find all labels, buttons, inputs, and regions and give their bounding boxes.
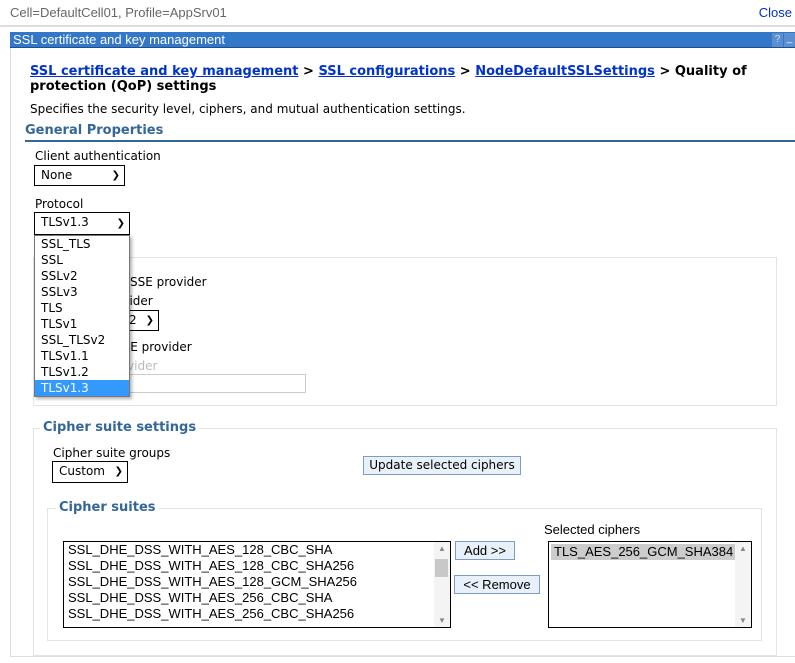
available-ciphers-list[interactable]: SSL_DHE_DSS_WITH_AES_128_CBC_SHA SSL_DHE_… [63, 541, 451, 628]
cipher-option[interactable]: SSL_DHE_DSS_WITH_AES_128_CBC_SHA256 [68, 558, 355, 573]
cipher-groups-select[interactable]: Custom ❯ [52, 461, 128, 483]
panel [10, 32, 795, 657]
page-title: Quality of protection (QoP) settings [30, 64, 747, 94]
cipher-option[interactable]: SSL_DHE_DSS_WITH_AES_128_CBC_SHA [68, 542, 333, 557]
scroll-down-icon[interactable]: ▼ [438, 616, 446, 625]
cipher-option[interactable]: SSL_DHE_DSS_WITH_AES_256_CBC_SHA [68, 590, 333, 605]
protocol-option[interactable]: TLS [41, 301, 63, 315]
panel-header: SSL certificate and key management ? _ [10, 32, 795, 48]
protocol-option[interactable]: TLSv1.3 [35, 380, 129, 396]
protocol-option[interactable]: TLSv1.1 [41, 349, 89, 363]
protocol-option[interactable]: TLSv1.2 [41, 365, 89, 379]
client-auth-value: None [41, 168, 73, 182]
protocol-option[interactable]: TLSv1 [41, 317, 78, 331]
breadcrumb-sep: > [455, 64, 476, 79]
selected-cipher-option[interactable]: TLS_AES_256_GCM_SHA384 [551, 544, 737, 560]
breadcrumb-ssl-config[interactable]: SSL configurations [318, 64, 456, 79]
protocol-dropdown-list[interactable]: SSL_TLS SSL SSLv2 SSLv3 TLS TLSv1 SSL_TLSv2 TLS… [34, 235, 130, 397]
breadcrumb-node-default[interactable]: NodeDefaultSSLSettings [475, 64, 655, 79]
cipher-option[interactable]: SSL_DHE_DSS_WITH_AES_128_GCM_SHA256 [68, 574, 358, 589]
cipher-settings-fieldset [33, 428, 777, 656]
scrollbar[interactable]: ▲ ▼ [735, 542, 751, 627]
scroll-up-icon[interactable]: ▲ [438, 544, 446, 553]
protocol-option[interactable]: SSLv2 [41, 269, 78, 283]
custom-provider-input[interactable] [100, 374, 306, 393]
minimize-icon[interactable]: _ [784, 33, 795, 47]
breadcrumb-sep: > [298, 64, 319, 79]
close-link[interactable]: Close [758, 5, 792, 20]
protocol-value: TLSv1.3 [41, 215, 89, 229]
chevron-down-icon: ❯ [114, 466, 123, 477]
section-title: General Properties [25, 123, 164, 138]
update-selected-ciphers-button[interactable]: Update selected ciphers [363, 456, 521, 475]
scroll-up-icon[interactable]: ▲ [739, 544, 747, 553]
add-cipher-button[interactable]: Add >> [455, 541, 515, 560]
scope-bar: Cell=DefaultCell01, Profile=AppSrv01 Clo… [0, 0, 795, 27]
breadcrumb-ssl-cert[interactable]: SSL certificate and key management [30, 64, 299, 79]
provider-fieldset [33, 257, 777, 406]
cipher-groups-value: Custom [59, 464, 105, 478]
remove-cipher-button[interactable]: << Remove [454, 575, 540, 594]
cipher-suites-fieldset [47, 508, 762, 641]
protocol-option[interactable]: SSL_TLS [41, 237, 91, 251]
panel-title: SSL certificate and key management [13, 32, 225, 47]
predefined-provider-radio-label[interactable]: d JSSE provider [115, 275, 207, 289]
cipher-suites-legend: Cipher suites [56, 500, 159, 515]
protocol-option[interactable]: SSL_TLSv2 [41, 333, 106, 347]
section-divider [25, 140, 795, 142]
chevron-down-icon: ❯ [116, 218, 125, 229]
breadcrumb: SSL certificate and key management > SSL… [30, 64, 780, 94]
client-auth-select[interactable]: None ❯ [34, 165, 125, 186]
scope-text: Cell=DefaultCell01, Profile=AppSrv01 [10, 5, 227, 20]
selected-ciphers-list[interactable]: TLS_AES_256_GCM_SHA384 ▲ ▼ [548, 541, 752, 628]
breadcrumb-sep: > [654, 64, 675, 79]
chevron-down-icon: ❯ [145, 315, 154, 326]
chevron-down-icon: ❯ [111, 170, 120, 181]
help-icon[interactable]: ? [772, 33, 783, 47]
cipher-settings-legend: Cipher suite settings [40, 420, 200, 435]
cipher-option[interactable]: SSL_DHE_DSS_WITH_AES_256_CBC_SHA256 [68, 606, 355, 621]
custom-provider-radio-label[interactable]: SSE provider [115, 340, 192, 354]
scroll-down-icon[interactable]: ▼ [739, 616, 747, 625]
scroll-thumb[interactable] [435, 559, 448, 577]
protocol-label: Protocol [35, 197, 84, 211]
client-auth-label: Client authentication [35, 149, 161, 163]
protocol-select[interactable]: TLSv1.3 ❯ [34, 212, 130, 235]
selected-ciphers-label: Selected ciphers [544, 522, 641, 537]
scrollbar[interactable]: ▲ ▼ [434, 542, 450, 627]
provider-value: 2 [129, 313, 137, 327]
protocol-option[interactable]: SSLv3 [41, 285, 78, 299]
page-description: Specifies the security level, ciphers, a… [30, 102, 466, 116]
cipher-groups-label: Cipher suite groups [53, 446, 171, 460]
protocol-option[interactable]: SSL [41, 253, 63, 267]
